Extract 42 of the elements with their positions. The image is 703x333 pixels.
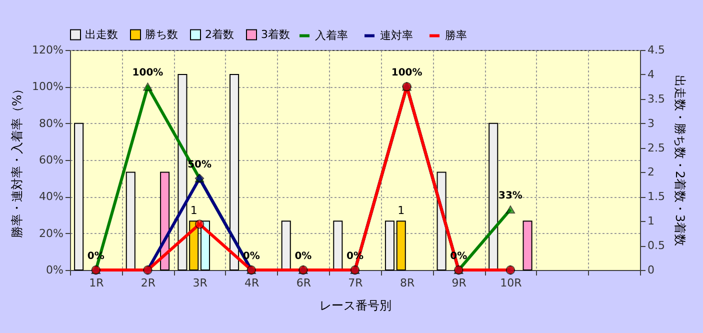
y-tick-label: 120%	[32, 44, 64, 56]
y2-tick-label: 2	[648, 166, 654, 179]
y2-tick-label: 0	[648, 264, 654, 276]
y2-tick-label: 3	[648, 116, 654, 130]
y-tick-label: 80%	[39, 116, 64, 130]
y-tick-label: 60%	[39, 154, 64, 166]
x-tick-label: 6R	[296, 276, 312, 290]
x-tick-label: 4R	[244, 276, 260, 290]
legend-label: 出走数	[85, 28, 118, 41]
data-label: 0%	[294, 251, 312, 262]
x-tick-label: 8R	[400, 276, 415, 290]
y2-tick-label: 2.5	[648, 141, 665, 154]
y2-tick-label: 3.5	[648, 92, 665, 106]
y-tick-label: 20%	[39, 226, 64, 240]
x-tick-label: 3R	[192, 276, 208, 290]
legend-label: 3着数	[261, 28, 290, 41]
x-axis-title: レース番号別	[320, 298, 392, 312]
x-tick-label: 2R	[140, 276, 156, 290]
y-tick-label: 0%	[46, 264, 64, 276]
data-label: 100%	[132, 68, 164, 79]
data-label: 1	[190, 204, 198, 218]
y2-tick-label: 4.5	[648, 44, 665, 56]
legend-label: 2着数	[205, 28, 234, 41]
y-tick-label: 100%	[32, 80, 64, 94]
y2-axis-title: 出走数・勝ち数・2着数・3着数	[672, 74, 687, 246]
x-tick-label: 1R	[89, 276, 104, 290]
data-label: 1	[398, 204, 405, 218]
legend-label: 勝率	[445, 28, 467, 42]
data-label: 33%	[498, 190, 522, 202]
y-tick-label: 40%	[39, 190, 64, 204]
x-tick-label: 9R	[452, 276, 467, 290]
y2-tick-label: 0.5	[648, 239, 665, 252]
x-tick-label: 7R	[348, 276, 364, 290]
legend-label: 勝ち数	[145, 28, 178, 41]
data-label: 100%	[391, 68, 422, 79]
y-axis-title: 勝率・連対率・入着率（%）	[10, 82, 24, 238]
y2-tick-label: 1	[648, 214, 654, 228]
y2-tick-label: 4	[648, 68, 654, 81]
x-tick-label: 10R	[500, 276, 522, 290]
legend-label: 連対率	[380, 28, 413, 42]
legend-label: 入着率	[315, 28, 348, 42]
y2-tick-label: 1.5	[648, 190, 665, 204]
